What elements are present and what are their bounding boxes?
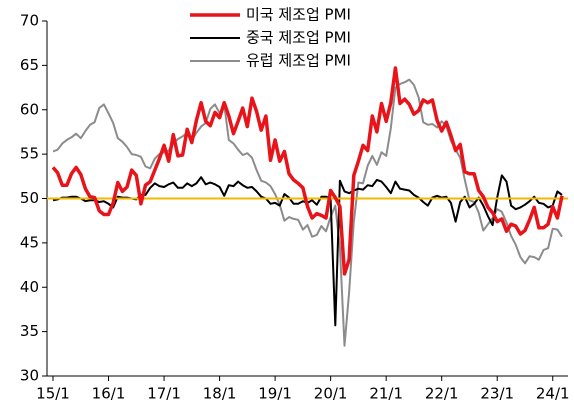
x-tick-label: 21/1: [369, 385, 403, 403]
x-tick-label: 16/1: [92, 385, 126, 403]
y-tick-label: 35: [20, 322, 39, 340]
x-tick-label: 23/1: [480, 385, 514, 403]
y-tick-label: 40: [20, 278, 39, 296]
y-tick-label: 50: [20, 189, 39, 207]
x-tick-label: 20/1: [314, 385, 348, 403]
legend-label: 유럽 제조업 PMI: [246, 52, 351, 70]
x-tick-label: 24/1: [536, 385, 570, 403]
x-tick-label: 17/1: [147, 385, 181, 403]
series-line: [52, 78, 563, 347]
series-line: [51, 66, 564, 276]
x-tick-label: 22/1: [425, 385, 459, 403]
x-tick-label: 18/1: [203, 385, 237, 403]
x-tick-label: 15/1: [36, 385, 70, 403]
y-tick-label: 30: [20, 367, 39, 385]
y-tick-label: 70: [20, 12, 39, 30]
y-tick-label: 45: [20, 233, 39, 251]
y-tick-label: 65: [20, 56, 39, 74]
x-tick-label: 19/1: [258, 385, 292, 403]
legend-label: 미국 제조업 PMI: [246, 6, 351, 24]
y-tick-label: 55: [20, 145, 39, 163]
y-tick-label: 60: [20, 100, 39, 118]
legend-label: 중국 제조업 PMI: [246, 29, 351, 47]
